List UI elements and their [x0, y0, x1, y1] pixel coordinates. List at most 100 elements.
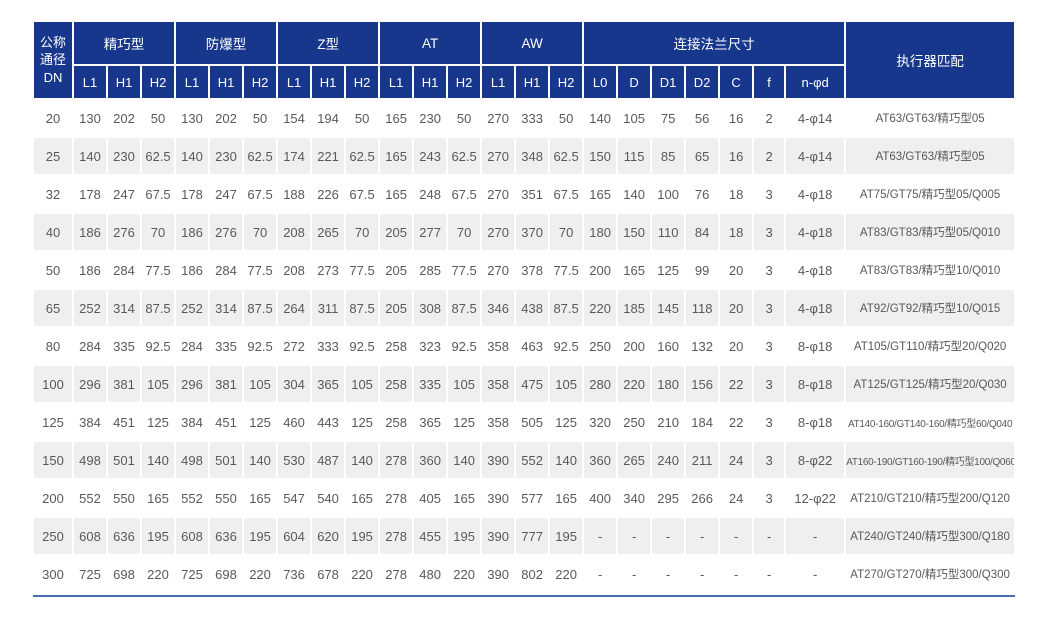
value-cell: 24 [719, 441, 754, 479]
table-row: 65 252 314 87.5 252 314 87.5 264 311 87.5 205 308 87… [33, 289, 1015, 327]
value-cell: 272 [277, 327, 312, 365]
value-cell: 3 [753, 213, 786, 251]
actuator-cell: AT83/GT83/精巧型05/Q010 [845, 213, 1015, 251]
value-cell: 314 [107, 289, 141, 327]
value-cell: 278 [379, 479, 414, 517]
value-cell: 4-φ18 [785, 251, 846, 289]
value-cell: 12-φ22 [785, 479, 846, 517]
value-cell: 230 [107, 137, 141, 175]
value-cell: 736 [277, 555, 312, 593]
value-cell: - [617, 555, 652, 593]
value-cell: 378 [515, 251, 550, 289]
value-cell: 75 [651, 99, 686, 137]
value-cell: 180 [583, 213, 618, 251]
value-cell: 552 [73, 479, 107, 517]
value-cell: 547 [277, 479, 312, 517]
value-cell: 487 [311, 441, 346, 479]
value-cell: 210 [651, 403, 686, 441]
table-row: 125 384 451 125 384 451 125 460 443 125 258 365 125 3… [33, 403, 1015, 441]
value-cell: 451 [209, 403, 244, 441]
header-group-row: 公称 通径 DN 精巧型 防爆型 Z型 AT AW 连接法兰尺寸 执行器匹配 [33, 21, 1015, 99]
group-header-compact: 精巧型 [73, 21, 176, 65]
value-cell: 270 [481, 99, 516, 137]
value-cell: 384 [73, 403, 107, 441]
value-cell: 540 [311, 479, 346, 517]
table-row: 20 130 202 50 130 202 50 154 194 50 165 230 50 270 333… [33, 99, 1015, 137]
value-cell: 3 [753, 289, 786, 327]
valve-dimension-table: 公称 通径 DN 精巧型 防爆型 Z型 AT AW 连接法兰尺寸 执行器匹配 L… [33, 21, 1015, 597]
value-cell: 258 [379, 403, 414, 441]
value-cell: 140 [447, 441, 482, 479]
value-cell: 311 [311, 289, 346, 327]
value-cell: 150 [617, 213, 652, 251]
value-cell: 70 [345, 213, 380, 251]
value-cell: 165 [345, 479, 380, 517]
value-cell: 725 [73, 555, 107, 593]
value-cell: 140 [345, 441, 380, 479]
value-cell: 365 [311, 365, 346, 403]
table-row: 80 284 335 92.5 284 335 92.5 272 333 92.5 258 323 92… [33, 327, 1015, 365]
group-header-flange-size: 连接法兰尺寸 [583, 21, 846, 65]
value-cell: 195 [141, 517, 176, 555]
value-cell: 145 [651, 289, 686, 327]
value-cell: 455 [413, 517, 448, 555]
value-cell: 65 [685, 137, 720, 175]
value-cell: 4-φ18 [785, 289, 846, 327]
value-cell: 265 [311, 213, 346, 251]
value-cell: 165 [379, 175, 414, 213]
sub-col-header: H2 [243, 65, 278, 99]
value-cell: 87.5 [141, 289, 176, 327]
value-cell: 220 [583, 289, 618, 327]
value-cell: 16 [719, 137, 754, 175]
value-cell: 77.5 [345, 251, 380, 289]
value-cell: 186 [175, 213, 210, 251]
value-cell: 475 [515, 365, 550, 403]
value-cell: 77.5 [141, 251, 176, 289]
value-cell: - [651, 555, 686, 593]
value-cell: 250 [583, 327, 618, 365]
value-cell: 333 [515, 99, 550, 137]
value-cell: 70 [549, 213, 584, 251]
value-cell: 211 [685, 441, 720, 479]
value-cell: - [753, 517, 786, 555]
col-header-dn: 公称 通径 DN [33, 21, 73, 99]
value-cell: 577 [515, 479, 550, 517]
value-cell: 4-φ14 [785, 99, 846, 137]
value-cell: 220 [549, 555, 584, 593]
value-cell: 552 [515, 441, 550, 479]
value-cell: 505 [515, 403, 550, 441]
value-cell: 335 [209, 327, 244, 365]
value-cell: 70 [243, 213, 278, 251]
value-cell: 202 [107, 99, 141, 137]
value-cell: 140 [175, 137, 210, 175]
value-cell: 243 [413, 137, 448, 175]
value-cell: 314 [209, 289, 244, 327]
value-cell: 92.5 [447, 327, 482, 365]
value-cell: 295 [651, 479, 686, 517]
table-row: 25 140 230 62.5 140 230 62.5 174 221 62.5 165 243 62… [33, 137, 1015, 175]
value-cell: 165 [141, 479, 176, 517]
actuator-cell: AT105/GT110/精巧型20/Q020 [845, 327, 1015, 365]
value-cell: 501 [209, 441, 244, 479]
value-cell: 125 [243, 403, 278, 441]
actuator-cell: AT83/GT83/精巧型10/Q010 [845, 251, 1015, 289]
spec-table: 公称 通径 DN 精巧型 防爆型 Z型 AT AW 连接法兰尺寸 执行器匹配 L… [33, 21, 1015, 593]
value-cell: 278 [379, 555, 414, 593]
value-cell: 247 [209, 175, 244, 213]
value-cell: 284 [73, 327, 107, 365]
value-cell: 140 [617, 175, 652, 213]
value-cell: 165 [617, 251, 652, 289]
actuator-cell: AT240/GT240/精巧型300/Q180 [845, 517, 1015, 555]
value-cell: 186 [73, 251, 107, 289]
value-cell: 125 [345, 403, 380, 441]
value-cell: 118 [685, 289, 720, 327]
value-cell: 178 [175, 175, 210, 213]
value-cell: 270 [481, 251, 516, 289]
value-cell: 77.5 [447, 251, 482, 289]
value-cell: 258 [379, 327, 414, 365]
value-cell: 346 [481, 289, 516, 327]
value-cell: 180 [651, 365, 686, 403]
value-cell: 200 [617, 327, 652, 365]
dn-cell: 40 [33, 213, 73, 251]
